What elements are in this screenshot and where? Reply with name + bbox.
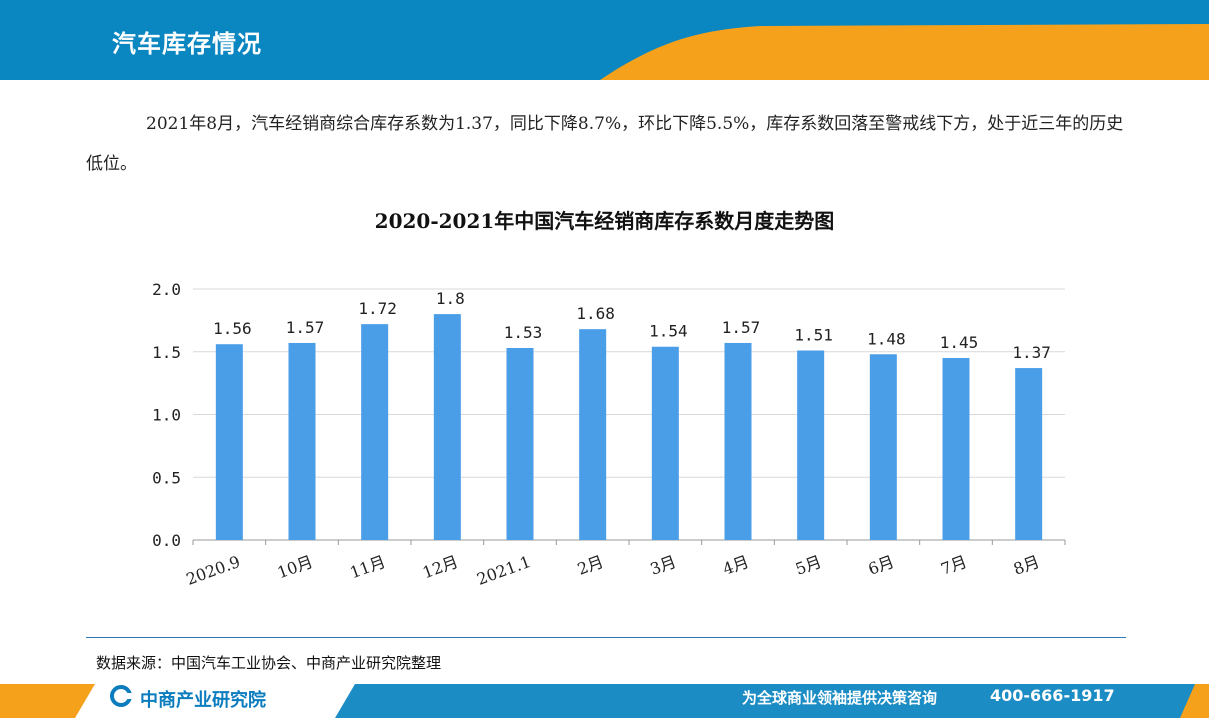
bar: [724, 342, 752, 540]
brand-logo-icon: [110, 685, 132, 707]
bar-chart: 0.0 0.5 1.0 1.5 2.0 1.56 2020.9 1.57 10月 1.72 11月 1…: [152, 280, 1066, 589]
bar: [288, 342, 316, 540]
bar: [869, 354, 897, 540]
data-source: 数据来源：中国汽车工业协会、中商产业研究院整理: [96, 654, 442, 672]
bar: [1015, 368, 1043, 540]
y-tick-label: 0.5: [152, 468, 181, 487]
page-title: 汽车库存情况: [112, 30, 262, 58]
x-tick-label: 12月: [420, 552, 461, 582]
y-tick-label: 0.0: [152, 531, 181, 550]
divider: [86, 637, 1126, 638]
phone-number: 400-666-1917: [990, 686, 1115, 705]
brand-name: 中商产业研究院: [140, 690, 266, 711]
x-tick-label: 11月: [347, 552, 388, 582]
bar: [651, 346, 679, 540]
x-tick-label: 10月: [275, 552, 316, 582]
data-label: 1.54: [649, 322, 688, 341]
data-label: 1.57: [722, 318, 761, 337]
x-tick-label: 3月: [648, 552, 679, 579]
data-label: 1.51: [794, 325, 833, 344]
bar: [506, 347, 534, 540]
y-tick-label: 1.0: [152, 406, 181, 425]
data-label: 1.72: [358, 299, 397, 318]
x-tick-label: 7月: [938, 552, 969, 579]
header-banner: [0, 0, 1209, 80]
x-tick-label: 2月: [575, 552, 606, 579]
data-label: 1.53: [504, 323, 543, 342]
footer-banner: [0, 684, 1209, 718]
x-tick-label: 2021.1: [474, 552, 533, 589]
bar: [433, 314, 461, 540]
data-label: 1.68: [576, 304, 615, 323]
chart-title: 2020-2021年中国汽车经销商库存系数月度走势图: [374, 209, 835, 233]
data-label: 1.56: [213, 319, 252, 338]
summary-paragraph: 2021年8月，汽车经销商综合库存系数为1.37，同比下降8.7%，环比下降5.…: [86, 114, 1124, 174]
x-tick-label: 4月: [720, 552, 751, 579]
bar: [361, 324, 389, 540]
bar: [942, 358, 970, 540]
bar: [579, 329, 607, 540]
bar: [797, 350, 825, 540]
data-label: 1.8: [436, 289, 465, 308]
y-tick-label: 2.0: [152, 280, 181, 299]
x-tick-label: 6月: [866, 552, 897, 579]
x-tick-label: 8月: [1011, 552, 1042, 579]
x-tick-label: 5月: [793, 552, 824, 579]
data-label: 1.57: [286, 318, 325, 337]
bar: [215, 344, 243, 540]
data-label: 1.37: [1012, 343, 1051, 362]
data-label: 1.45: [940, 333, 979, 352]
y-tick-label: 1.5: [152, 343, 181, 362]
data-label: 1.48: [867, 329, 906, 348]
x-tick-label: 2020.9: [184, 552, 243, 589]
slogan: 为全球商业领袖提供决策咨询: [742, 689, 938, 707]
